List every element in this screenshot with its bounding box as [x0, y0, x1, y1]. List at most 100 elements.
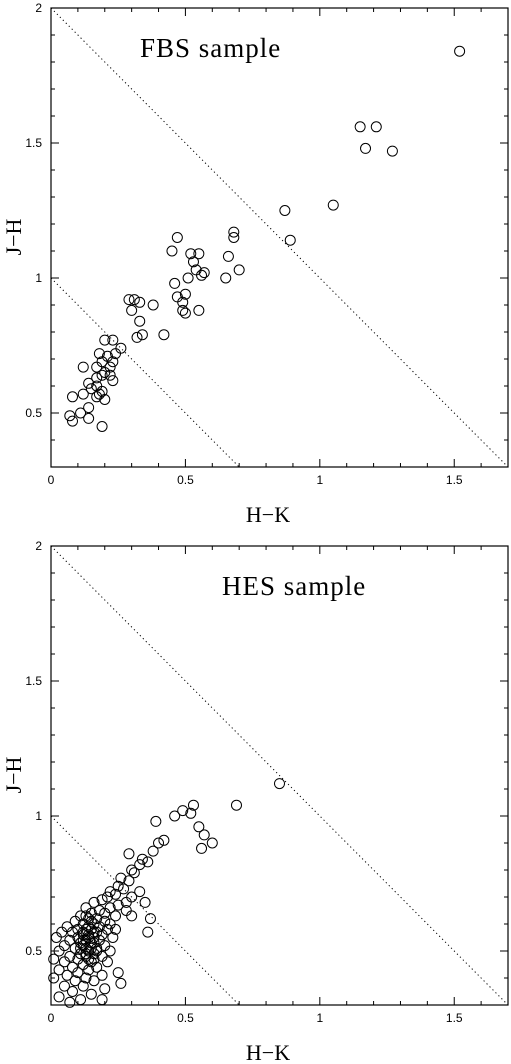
data-point	[91, 372, 103, 384]
data-point	[123, 294, 135, 306]
data-point	[96, 894, 108, 906]
data-point	[93, 905, 105, 916]
data-point	[279, 205, 291, 216]
data-point	[126, 304, 138, 316]
panel-hes: 0 0.5 1 1.5 0.5 1 1.5 2 HES sample H−K J−H	[1, 539, 509, 1064]
data-point	[206, 837, 218, 849]
data-point	[91, 926, 103, 938]
data-point	[185, 807, 197, 819]
data-point	[112, 967, 124, 979]
data-point	[228, 226, 240, 238]
data-point	[274, 778, 285, 790]
data-point	[80, 934, 92, 946]
data-point	[193, 304, 205, 316]
data-point	[136, 853, 148, 865]
data-point	[150, 815, 162, 827]
data-point	[182, 272, 194, 284]
data-point	[198, 829, 210, 841]
y-axis-label-fbs: J−H	[1, 218, 26, 255]
ticks-hes: 0 0.5 1 1.5 0.5 1 1.5 2	[25, 539, 508, 1025]
data-point	[134, 296, 146, 308]
data-point	[85, 923, 97, 935]
x-tick-label: 1	[316, 473, 323, 487]
data-point	[134, 886, 146, 898]
data-point	[110, 910, 122, 922]
data-point	[99, 983, 111, 995]
data-point	[134, 315, 146, 327]
data-point	[83, 945, 95, 957]
data-point	[50, 932, 62, 943]
data-point	[110, 888, 122, 900]
x-axis-label-hes: H−K	[246, 1040, 290, 1064]
data-point	[61, 969, 73, 981]
y-tick-label: 0.5	[25, 406, 42, 420]
reference-lines-fbs	[50, 7, 509, 468]
y-tick-label: 1.5	[25, 136, 42, 150]
plot-frame-hes	[50, 545, 509, 1006]
data-point	[64, 996, 76, 1008]
data-point	[128, 294, 140, 306]
ticks-fbs: 0 0.5 1 1.5 0.5 1 1.5 2	[25, 1, 508, 487]
data-point	[126, 910, 138, 922]
data-point	[354, 121, 366, 133]
data-point	[91, 391, 103, 403]
data-point	[99, 367, 111, 378]
data-point	[134, 859, 146, 871]
data-point	[104, 369, 116, 381]
data-point	[107, 932, 119, 943]
data-point	[360, 142, 372, 154]
data-point	[83, 402, 95, 414]
data-point	[80, 972, 92, 984]
x-tick-label: 0	[48, 473, 55, 487]
data-point	[454, 45, 466, 57]
data-point	[142, 926, 154, 938]
data-point	[233, 264, 245, 276]
data-point	[83, 377, 95, 389]
data-point	[228, 232, 240, 243]
data-point	[88, 975, 100, 987]
data-point	[193, 821, 205, 833]
data-point	[187, 256, 199, 268]
data-point	[115, 977, 127, 989]
data-point	[96, 994, 108, 1006]
data-point	[222, 250, 234, 262]
data-point	[193, 248, 205, 260]
data-point	[56, 926, 68, 938]
data-point	[48, 972, 60, 984]
data-point	[75, 407, 87, 419]
data-point	[104, 886, 116, 898]
data-point	[179, 288, 191, 300]
points-hes	[48, 778, 285, 1008]
data-point	[99, 334, 111, 346]
data-point	[67, 415, 79, 427]
data-point	[85, 915, 97, 927]
data-point	[96, 421, 108, 432]
data-point	[169, 810, 181, 822]
x-tick-label: 0	[48, 1011, 55, 1025]
data-point	[153, 837, 165, 849]
data-point	[107, 356, 119, 368]
data-point	[128, 867, 140, 879]
data-point	[104, 945, 116, 957]
data-point	[53, 945, 65, 957]
reference-line-1	[50, 7, 509, 468]
data-point	[80, 942, 92, 954]
plot-frame-fbs	[50, 7, 509, 468]
data-point	[58, 956, 70, 968]
data-point	[101, 891, 113, 903]
data-point	[69, 975, 81, 987]
x-axis-label-fbs: H−K	[246, 502, 290, 527]
data-point	[91, 942, 103, 954]
data-point	[112, 880, 124, 892]
data-point	[83, 412, 95, 424]
data-point	[91, 961, 103, 973]
data-point	[75, 994, 87, 1006]
y-tick-label: 1	[35, 809, 42, 823]
y-tick-label: 2	[35, 1, 42, 15]
data-point	[53, 991, 65, 1003]
data-point	[142, 856, 154, 868]
data-point	[61, 921, 73, 933]
x-tick-label: 1.5	[446, 1011, 463, 1025]
data-point	[88, 918, 100, 930]
data-point	[107, 375, 119, 387]
